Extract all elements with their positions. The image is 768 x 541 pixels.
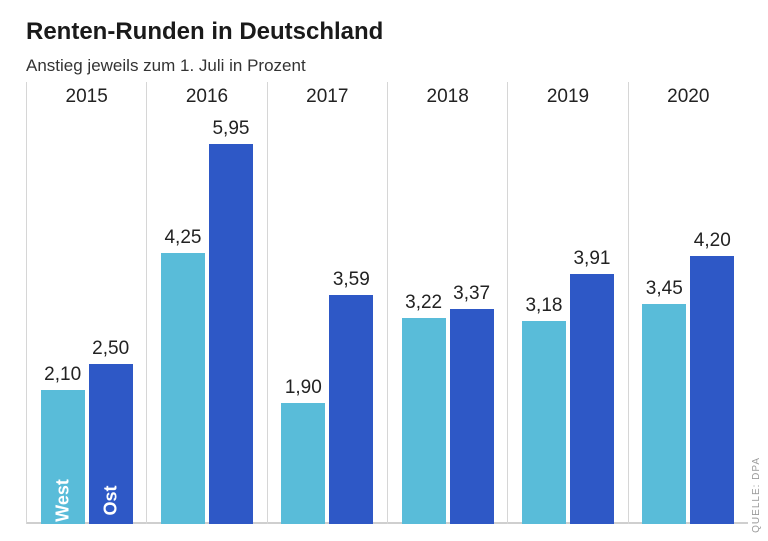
bar-fill — [570, 274, 614, 524]
bar: 3,18 — [522, 144, 566, 524]
year-group: 2019 3,18 3,91 — [507, 82, 627, 524]
bar-fill — [450, 309, 494, 524]
bar-value-label: 3,59 — [333, 269, 370, 291]
year-group: 2018 3,22 3,37 — [387, 82, 507, 524]
bar-value-label: 2,10 — [44, 364, 81, 386]
bar-value-label: 2,50 — [92, 338, 129, 360]
bar-fill — [281, 403, 325, 524]
bar: 3,59 — [329, 144, 373, 524]
bar-value-label: 4,25 — [164, 227, 201, 249]
year-group: 2020 3,45 4,20 — [628, 82, 748, 524]
year-label: 2016 — [147, 86, 266, 108]
bar-value-label: 1,90 — [285, 377, 322, 399]
bar-fill — [161, 253, 205, 524]
bar-fill — [690, 256, 734, 524]
bar-value-label: 3,45 — [646, 278, 683, 300]
series-label: West — [52, 479, 73, 540]
bar-fill — [522, 321, 566, 524]
chart-title: Renten-Runden in Deutschland — [26, 18, 748, 46]
chart-subtitle: Anstieg jeweils zum 1. Juli in Prozent — [26, 56, 748, 76]
bar-fill — [402, 318, 446, 524]
bar: 1,90 — [281, 144, 325, 524]
bar-value-label: 3,37 — [453, 283, 490, 305]
year-group: 2017 1,90 3,59 — [267, 82, 387, 524]
bar: 3,22 — [402, 144, 446, 524]
bar: 3,45 — [642, 144, 686, 524]
bar-fill — [209, 144, 253, 524]
bar: 2,10West — [41, 144, 85, 524]
chart-source: QUELLE: DPA — [751, 457, 762, 533]
bar-value-label: 4,20 — [694, 230, 731, 252]
year-label: 2015 — [27, 86, 146, 108]
bar: 2,50Ost — [89, 144, 133, 524]
year-group: 2016 4,25 5,95 — [146, 82, 266, 524]
bar-value-label: 3,18 — [525, 295, 562, 317]
year-group: 2015 2,10West2,50Ost — [26, 82, 146, 524]
bar-value-label: 5,95 — [212, 118, 249, 140]
bar-fill — [642, 304, 686, 524]
year-label: 2019 — [508, 86, 627, 108]
bar: 4,20 — [690, 144, 734, 524]
year-label: 2018 — [388, 86, 507, 108]
bar-fill — [329, 295, 373, 524]
bar: 4,25 — [161, 144, 205, 524]
bar: 3,37 — [450, 144, 494, 524]
bar-value-label: 3,91 — [573, 248, 610, 270]
year-label: 2017 — [268, 86, 387, 108]
bar-chart: 2015 2,10West2,50Ost 2016 4,25 5,95 2017 1,90 3… — [26, 82, 748, 524]
bar-value-label: 3,22 — [405, 292, 442, 314]
bar: 5,95 — [209, 144, 253, 524]
year-label: 2020 — [629, 86, 748, 108]
bar: 3,91 — [570, 144, 614, 524]
series-label: Ost — [100, 485, 121, 533]
